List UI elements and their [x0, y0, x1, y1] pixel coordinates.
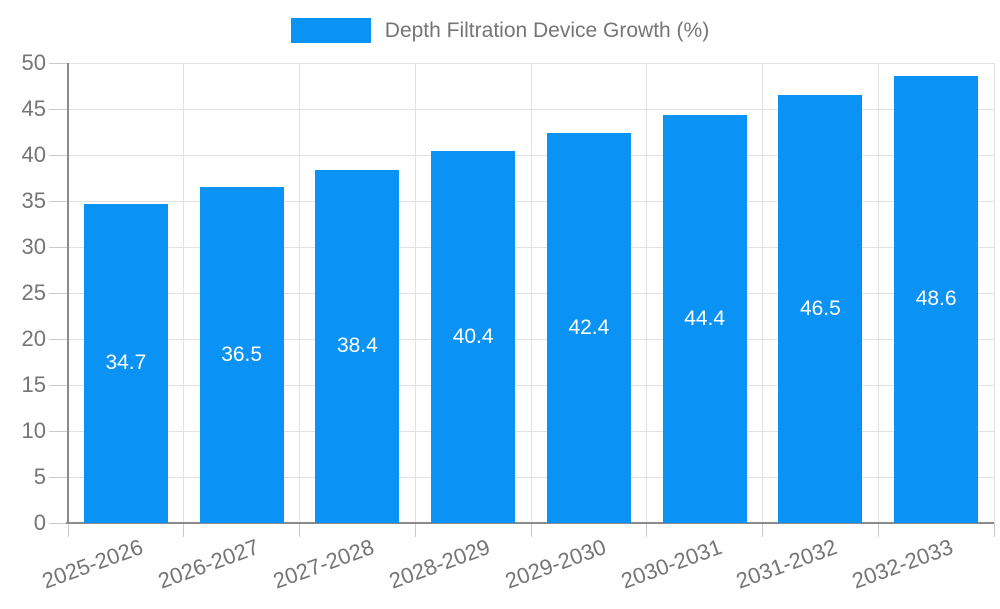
y-axis-tick-label: 40 — [21, 142, 46, 167]
gridline-horizontal — [49, 154, 994, 156]
gridline-vertical — [646, 63, 648, 523]
gridline-horizontal — [49, 338, 994, 340]
bar-value-label: 42.4 — [568, 315, 610, 339]
y-axis-tick — [49, 108, 68, 110]
gridline-horizontal — [49, 384, 994, 386]
y-axis-tick-label: 25 — [21, 280, 46, 305]
y-axis-tick-label: 0 — [33, 510, 46, 535]
bar[interactable]: 38.4 — [315, 169, 400, 523]
bar-value-label: 36.5 — [221, 343, 263, 367]
gridline-horizontal — [49, 200, 994, 202]
x-axis-tick — [646, 523, 648, 537]
bar[interactable]: 40.4 — [431, 151, 516, 523]
y-axis-tick-label: 15 — [21, 372, 46, 397]
bar-value-label: 46.5 — [799, 297, 841, 321]
gridline-horizontal — [49, 476, 994, 478]
plot-area: 0 5 10 15 20 25 30 35 40 45 50 34.7 2025-2026 36.5 202… — [22, 50, 995, 594]
y-axis-tick-label: 45 — [21, 96, 46, 121]
y-axis-tick-label: 20 — [21, 326, 46, 351]
x-axis-tick — [530, 523, 532, 537]
legend-swatch-icon — [290, 18, 371, 43]
legend-label: Depth Filtration Device Growth (%) — [384, 18, 710, 42]
y-axis-tick-label: 30 — [21, 234, 46, 259]
bar[interactable]: 48.6 — [894, 75, 979, 523]
gridline-horizontal — [49, 430, 994, 432]
bar[interactable]: 42.4 — [546, 132, 631, 523]
bar-value-label: 40.4 — [452, 325, 494, 349]
y-axis-tick-label: 10 — [21, 418, 46, 443]
gridline-vertical — [414, 63, 416, 523]
gridline-vertical — [762, 63, 763, 523]
y-axis-tick — [49, 200, 68, 202]
x-axis-tick — [67, 523, 69, 537]
bar-value-label: 38.4 — [336, 334, 378, 358]
y-axis-tick — [49, 246, 68, 248]
gridline-vertical — [993, 63, 995, 523]
gridline-horizontal — [49, 62, 994, 64]
bar[interactable]: 44.4 — [662, 114, 747, 523]
x-axis-tick — [762, 523, 763, 537]
gridline-vertical — [299, 63, 300, 523]
bar-value-label: 34.7 — [105, 351, 147, 375]
y-axis-tick — [49, 522, 68, 524]
y-axis-tick-label: 35 — [21, 188, 46, 213]
x-axis-tick — [877, 523, 879, 537]
gridline-vertical — [530, 63, 532, 523]
x-axis-tick — [993, 523, 995, 537]
bar-value-label: 48.6 — [915, 287, 957, 311]
bar-value-label: 44.4 — [684, 306, 726, 330]
gridline-horizontal — [49, 246, 994, 248]
y-axis-tick — [49, 154, 68, 156]
gridline-horizontal — [49, 108, 994, 110]
y-axis-tick — [49, 338, 68, 340]
y-axis-tick-label: 50 — [21, 50, 46, 75]
x-axis-tick — [183, 523, 185, 537]
gridline-vertical — [877, 63, 879, 523]
y-axis-tick — [49, 384, 68, 386]
y-axis-tick — [49, 292, 68, 294]
y-axis-tick — [49, 430, 68, 432]
x-axis-line — [66, 522, 994, 524]
y-axis-tick-label: 5 — [33, 464, 46, 489]
gridline-vertical — [183, 63, 185, 523]
bar[interactable]: 36.5 — [199, 187, 284, 523]
y-axis-tick — [49, 62, 68, 64]
chart-legend[interactable]: Depth Filtration Device Growth (%) — [0, 18, 1000, 43]
y-axis-tick — [49, 476, 68, 478]
x-axis-tick — [299, 523, 300, 537]
bar[interactable]: 46.5 — [778, 95, 863, 523]
x-axis-tick — [414, 523, 416, 537]
gridline-horizontal — [49, 292, 994, 294]
bar[interactable]: 34.7 — [83, 203, 168, 523]
y-axis-line — [67, 63, 69, 523]
